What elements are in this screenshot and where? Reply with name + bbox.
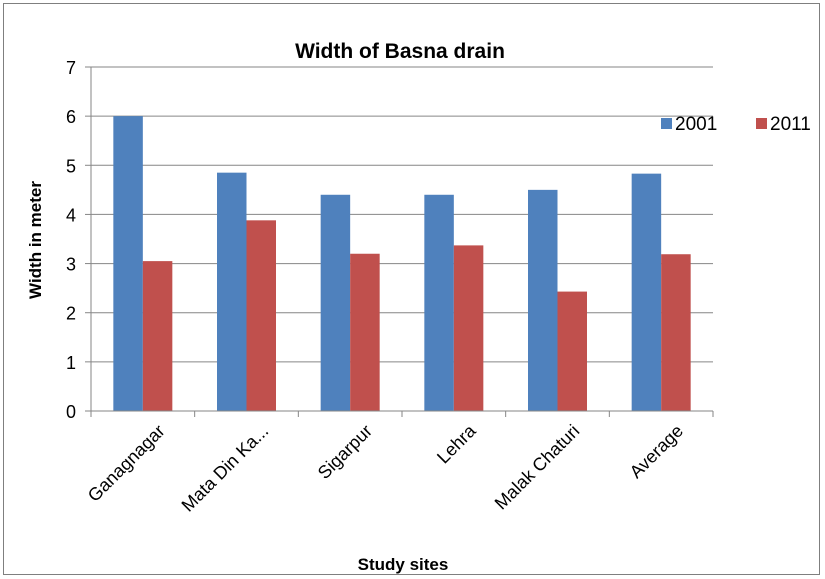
x-tick-label: Mata Din Ka... [178, 421, 273, 516]
bars [113, 116, 691, 412]
x-tick-label: Ganagnagar [84, 421, 169, 506]
bar-2001 [320, 194, 351, 411]
bar-2001 [113, 116, 143, 412]
y-tick-label: 5 [66, 156, 76, 176]
legend-swatch-2001 [661, 118, 672, 129]
chart-title: Width of Basna drain [295, 40, 505, 63]
axes [85, 66, 714, 417]
y-tick-label: 7 [66, 58, 76, 78]
x-tick-label: Malak Chaturi [491, 421, 584, 514]
y-tick-label: 4 [66, 205, 76, 225]
y-axis-label: Width in meter [26, 181, 45, 299]
y-tick-label: 2 [66, 304, 76, 324]
bar-2001 [528, 189, 558, 411]
legend: 2001 2011 [661, 114, 811, 135]
bar-2001 [424, 194, 454, 411]
bar-2001 [217, 172, 247, 411]
x-tick-label: Average [626, 421, 687, 482]
x-tick-label: Sigarpur [314, 421, 376, 483]
bar-2011 [557, 291, 587, 411]
bar-2001 [631, 173, 662, 411]
y-tick-labels: 0 1 2 3 4 5 6 7 [66, 58, 76, 422]
bar-2011 [661, 254, 691, 411]
x-tick-labels: Ganagnagar Mata Din Ka... Sigarpur Lehra Mal… [84, 420, 687, 515]
x-tick-label: Lehra [433, 420, 480, 467]
y-tick-label: 3 [66, 255, 76, 275]
bar-2011 [350, 253, 380, 411]
legend-label: 2001 [675, 114, 717, 135]
legend-label: 2011 [770, 114, 811, 135]
bar-2011 [246, 220, 276, 411]
y-tick-label: 0 [66, 402, 76, 422]
y-tick-label: 1 [66, 353, 76, 373]
x-axis-label: Study sites [358, 555, 449, 574]
bar-2011 [453, 245, 484, 411]
y-tick-label: 6 [66, 107, 76, 127]
gridlines [91, 66, 713, 363]
legend-swatch-2011 [756, 118, 767, 129]
bar-2011 [142, 261, 173, 411]
